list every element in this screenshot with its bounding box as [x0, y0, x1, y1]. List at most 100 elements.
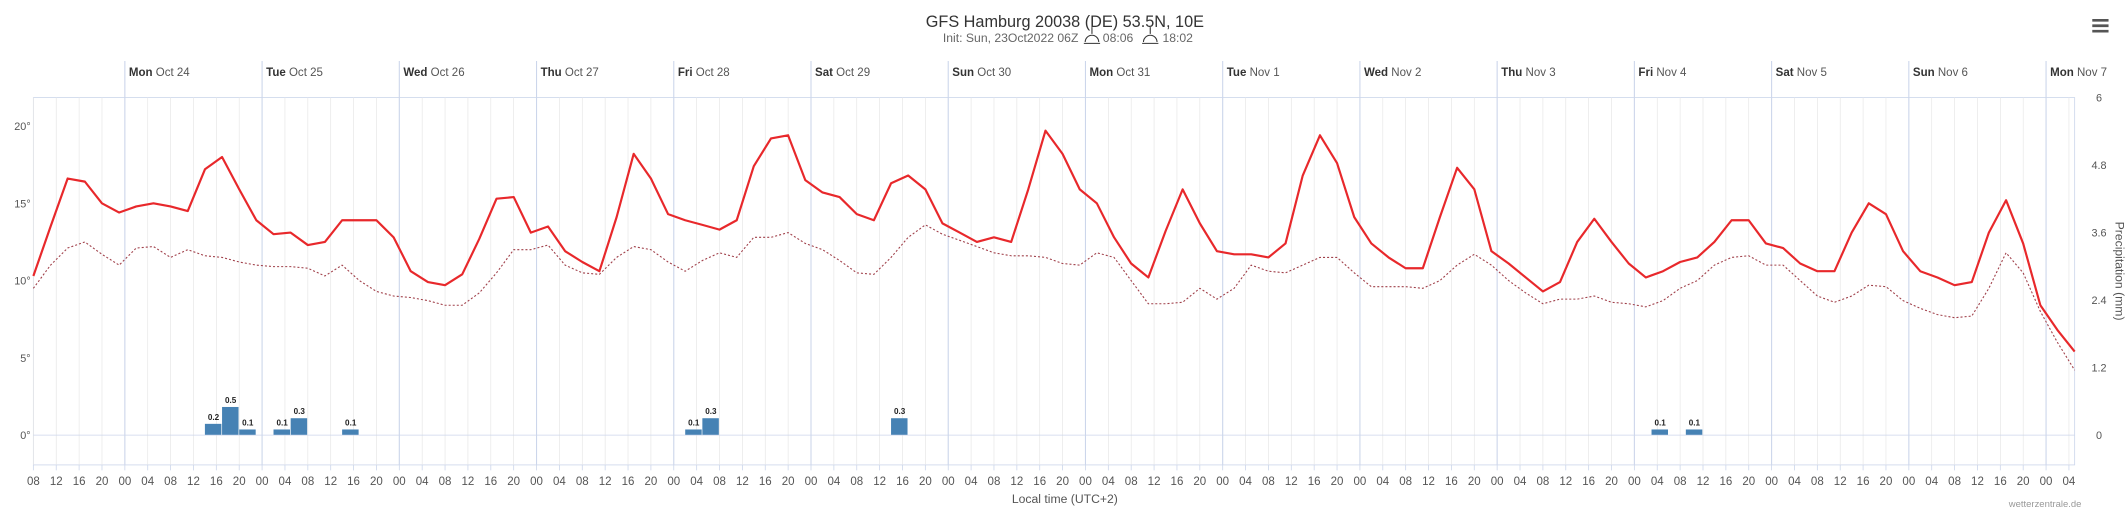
weekday: Tue	[1227, 67, 1247, 79]
date: Oct 24	[156, 67, 191, 79]
x-tick-label: 12	[736, 476, 749, 488]
series-line	[32, 129, 2076, 353]
credit: wetterzentrale.de	[2008, 499, 2082, 510]
date: Oct 29	[836, 67, 870, 79]
x-tick-label: 12	[1697, 476, 1710, 488]
day-label: Sat Oct 29	[815, 67, 870, 79]
precip-label: 0.1	[276, 418, 288, 427]
day-label: Sun Oct 30	[952, 67, 1011, 79]
x-tick-label: 16	[347, 476, 360, 488]
x-tick-label: 08	[1948, 476, 1961, 488]
precip-bar	[1685, 429, 1703, 436]
x-tick-label: 08	[1674, 476, 1687, 488]
precip-label: 0.1	[242, 418, 254, 427]
precip-bar	[702, 418, 719, 436]
x-tick-label: 08	[713, 476, 726, 488]
x-tick-label: 08	[988, 476, 1001, 488]
x-tick-label: 04	[690, 476, 703, 488]
x-tick-label: 20	[1193, 476, 1206, 488]
x-tick-label: 12	[1834, 476, 1847, 488]
precip-label: 0.3	[294, 407, 306, 416]
weekday: Fri	[1638, 67, 1653, 79]
x-tick-label: 20	[919, 476, 932, 488]
weekday: Thu	[541, 67, 562, 79]
x-tick-label: 04	[1102, 476, 1115, 488]
x-tick-label: 04	[1925, 476, 1938, 488]
x-tick-label: 16	[1171, 476, 1184, 488]
y-tick-label: 15°	[14, 198, 30, 210]
x-tick-label: 20	[370, 476, 383, 488]
x-tick-label: 00	[1491, 476, 1504, 488]
x-tick-label: 20	[1056, 476, 1069, 488]
day-label: Fri Oct 28	[678, 67, 730, 79]
x-tick-label: 16	[896, 476, 909, 488]
weekday: Mon	[2050, 67, 2074, 79]
x-tick-label: 12	[462, 476, 475, 488]
x-tick-label: 20	[1468, 476, 1481, 488]
x-tick-label: 20	[2017, 476, 2030, 488]
x-tick-label: 16	[1719, 476, 1732, 488]
x-tick-label: 12	[1971, 476, 1984, 488]
x-tick-label: 16	[484, 476, 497, 488]
x-tick-label: 20	[1331, 476, 1344, 488]
day-label: Fri Nov 4	[1638, 67, 1687, 79]
day-label: Thu Nov 3	[1501, 67, 1555, 79]
x-axis-label: Local time (UTC+2)	[1012, 492, 1118, 506]
chart-title: GFS Hamburg 20038 (DE) 53.5N, 10E	[926, 13, 1204, 31]
day-label: Mon Nov 7	[2050, 67, 2107, 79]
x-tick-label: 08	[1262, 476, 1275, 488]
weekday: Sat	[1776, 67, 1794, 79]
x-tick-label: 00	[256, 476, 269, 488]
sunset-icon	[1142, 27, 1159, 44]
x-tick-label: 12	[1559, 476, 1572, 488]
weekday: Sun	[952, 67, 974, 79]
x-tick-label: 16	[73, 476, 86, 488]
x-tick-label: 12	[873, 476, 886, 488]
x-tick-label: 12	[1010, 476, 1023, 488]
day-label: Sat Nov 5	[1776, 67, 1827, 79]
menu-button[interactable]	[2092, 18, 2109, 33]
subtitle: Init: Sun, 23Oct2022 06Z	[943, 31, 1079, 45]
x-tick-label: 20	[782, 476, 795, 488]
x-tick-label: 08	[850, 476, 863, 488]
precip-label: 0.1	[1654, 418, 1666, 427]
date: Nov 2	[1391, 67, 1421, 79]
weekday: Wed	[403, 67, 427, 79]
precip-label: 0.1	[345, 418, 357, 427]
sunrise: 08:06	[1103, 31, 1134, 45]
day-label: Tue Nov 1	[1227, 67, 1280, 79]
precip-label: 0.5	[225, 396, 237, 405]
x-tick-label: 16	[1308, 476, 1321, 488]
x-tick-label: 04	[141, 476, 154, 488]
x-tick-label: 00	[667, 476, 680, 488]
x-tick-label: 04	[279, 476, 292, 488]
date: Oct 31	[1116, 67, 1150, 79]
x-tick-label: 12	[50, 476, 63, 488]
plot-frame	[32, 97, 2076, 466]
precip-bar	[239, 429, 256, 436]
y2-tick-label: 0	[2096, 430, 2102, 442]
y2-tick-label: 4.8	[2092, 160, 2107, 172]
y-tick-label: 10°	[14, 276, 30, 288]
x-tick-label: 00	[1354, 476, 1367, 488]
y-tick-label: 5°	[20, 353, 30, 365]
date: Oct 28	[696, 67, 730, 79]
x-tick-label: 16	[759, 476, 772, 488]
x-tick-label: 04	[827, 476, 840, 488]
weekday: Wed	[1364, 67, 1388, 79]
x-tick-label: 08	[27, 476, 40, 488]
date: Nov 5	[1797, 67, 1827, 79]
x-tick-label: 12	[324, 476, 337, 488]
y2-axis-label: Precipitation (mm)	[2112, 222, 2126, 321]
x-tick-label: 20	[507, 476, 520, 488]
x-tick-label: 00	[118, 476, 131, 488]
y2-tick-label: 2.4	[2092, 295, 2107, 307]
weekday: Fri	[678, 67, 693, 79]
x-tick-label: 16	[622, 476, 635, 488]
x-tick-label: 16	[1582, 476, 1595, 488]
x-tick-label: 12	[187, 476, 200, 488]
x-tick-label: 08	[301, 476, 314, 488]
precip-bar	[204, 423, 222, 436]
precip-bar	[685, 429, 702, 436]
precip-bar	[273, 429, 290, 436]
